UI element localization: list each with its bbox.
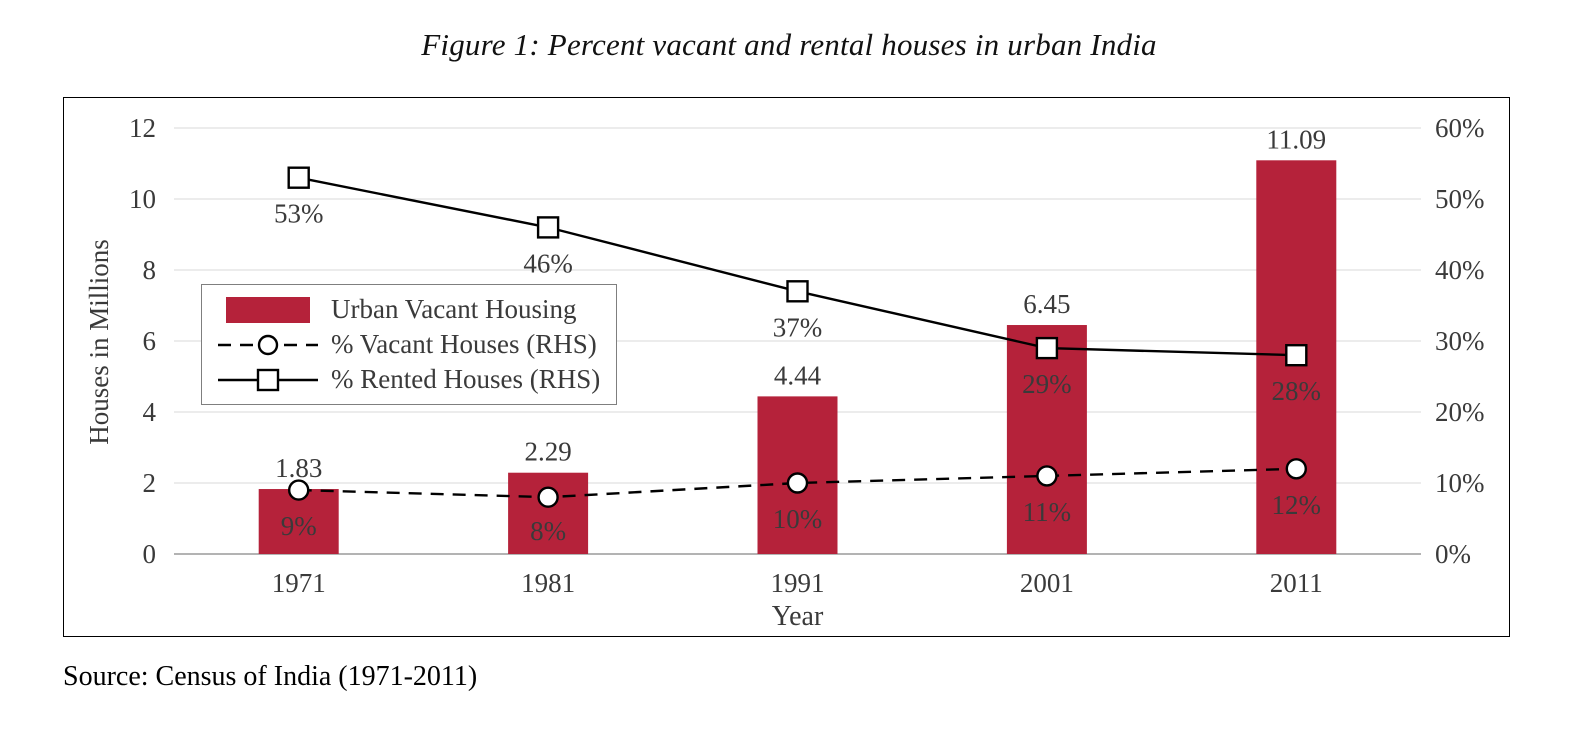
right-axis-tick: 50% [1435, 184, 1485, 214]
bar-value-label: 1.83 [275, 453, 322, 483]
x-axis-tick: 2011 [1270, 568, 1323, 598]
bar-value-label: 6.45 [1023, 289, 1070, 319]
rented-marker [1285, 343, 1308, 367]
figure-title: Figure 1: Percent vacant and rental hous… [421, 27, 1157, 62]
left-axis-tick: 2 [143, 468, 157, 498]
legend-item-rented-houses: % Rented Houses (RHS) [218, 364, 600, 395]
rented-value-label: 46% [523, 248, 573, 278]
legend-dashed-line-swatch [218, 334, 318, 355]
legend-item-vacant-houses: % Vacant Houses (RHS) [218, 329, 600, 360]
chart: 0 2 4 6 8 10 12 0% 10% 20% 30% 40% 50% 60% 1971 1981 199… [63, 97, 1510, 637]
rented-marker [536, 216, 560, 239]
bar-value-label: 2.29 [524, 437, 571, 467]
bar-value-label: 4.44 [774, 360, 822, 390]
legend: Urban Vacant Housing % Vacant Houses (RH… [201, 284, 618, 405]
x-axis-title: Year [771, 601, 824, 632]
rented-value-label: 29% [1022, 369, 1072, 399]
left-axis-title: Houses in Millions [84, 239, 114, 445]
source-note: Source: Census of India (1971-2011) [63, 661, 478, 692]
x-axis-tick: 2001 [1020, 568, 1074, 598]
rented-value-label: 37% [773, 312, 823, 342]
vacant-marker [287, 479, 310, 501]
bar-swatch-rect [226, 296, 310, 323]
left-axis-tick: 0 [143, 539, 157, 569]
right-axis-tick: 30% [1435, 326, 1485, 356]
rented-marker [287, 166, 310, 189]
legend-label: % Rented Houses (RHS) [331, 364, 601, 394]
rented-value-label: 53% [274, 199, 324, 229]
right-axis-tick: 0% [1435, 539, 1471, 569]
vacant-marker [786, 472, 809, 494]
left-axis-tick: 4 [143, 397, 157, 427]
legend-solid-line-swatch [218, 368, 318, 391]
x-axis-tick: 1991 [771, 568, 825, 598]
legend-bar-swatch [226, 296, 310, 323]
rented-marker [786, 280, 809, 303]
right-axis-tick: 60% [1435, 113, 1485, 143]
chart-canvas: 0 2 4 6 8 10 12 0% 10% 20% 30% 40% 50% 60% 1971 1981 199… [129, 113, 1485, 598]
vacant-marker [537, 486, 559, 508]
vacant-value-label: 10% [773, 504, 823, 534]
left-axis-tick: 6 [143, 326, 157, 356]
vacant-value-label: 11% [1023, 497, 1072, 527]
left-axis-tick: 12 [129, 113, 156, 143]
bar [508, 472, 589, 554]
vacant-value-label: 9% [281, 511, 317, 541]
rented-marker [1035, 336, 1059, 360]
bar-value-label: 11.09 [1266, 124, 1326, 154]
left-axis-tick: 10 [129, 184, 156, 214]
square-marker-icon [256, 368, 280, 391]
circle-marker-icon [257, 334, 279, 355]
left-axis-tick: 8 [143, 255, 157, 285]
vacant-value-label: 8% [530, 516, 566, 546]
rented-value-label: 28% [1272, 376, 1322, 406]
bar [1006, 325, 1087, 554]
x-axis-tick: 1971 [272, 568, 326, 598]
legend-label: Urban Vacant Housing [331, 294, 577, 324]
legend-label: % Vacant Houses (RHS) [331, 329, 597, 359]
legend-item-urban-vacant-housing: Urban Vacant Housing [218, 294, 600, 325]
vacant-marker [1285, 458, 1308, 480]
vacant-marker [1036, 465, 1058, 487]
vacant-value-label: 12% [1272, 490, 1322, 520]
right-axis-tick: 40% [1435, 255, 1485, 285]
right-axis-tick: 20% [1435, 397, 1485, 427]
right-axis-tick: 10% [1435, 468, 1485, 498]
x-axis-tick: 1981 [521, 568, 575, 598]
vacant-line [298, 467, 1297, 499]
